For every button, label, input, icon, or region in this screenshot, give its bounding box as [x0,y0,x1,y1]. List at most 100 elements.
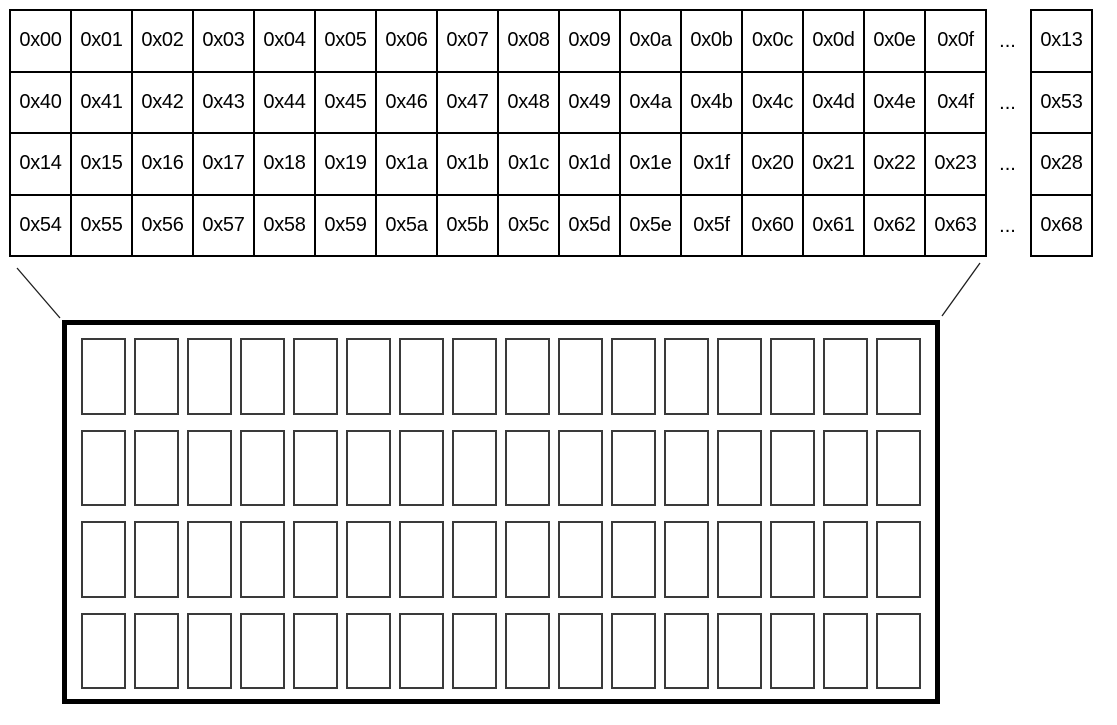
address-cell: 0x20 [743,134,804,196]
memory-slot [558,521,603,598]
address-cell: 0x08 [499,11,560,73]
memory-slot [240,521,285,598]
address-cell: 0x0f [926,11,985,73]
memory-slot [770,429,815,506]
memory-slot [452,338,497,415]
address-cell: 0x5b [438,195,499,255]
address-cell: 0x44 [255,72,316,134]
address-cell: 0x00 [11,11,72,73]
memory-slot [717,338,762,415]
address-cell: 0x5a [377,195,438,255]
memory-slot [346,521,391,598]
memory-slot [187,521,232,598]
address-cell: 0x0b [682,11,743,73]
memory-slot [452,429,497,506]
memory-slot [134,429,179,506]
address-cell: 0x5f [682,195,743,255]
memory-slot [876,429,921,506]
address-cell: 0x46 [377,72,438,134]
address-table-row: 0x14 0x15 0x16 0x17 0x18 0x19 0x1a 0x1b 0x1c 0x1d… [11,134,985,196]
address-cell: 0x0d [804,11,865,73]
memory-slot [876,612,921,689]
memory-slot [611,612,656,689]
ellipsis: ... [999,153,1016,176]
memory-slot [876,338,921,415]
ellipsis: ... [999,91,1016,114]
memory-slot [823,521,868,598]
address-cell: 0x04 [255,11,316,73]
address-cell: 0x23 [926,134,985,196]
memory-slot [823,612,868,689]
address-cell: 0x4d [804,72,865,134]
address-cell: 0x47 [438,72,499,134]
address-cell: 0x03 [194,11,255,73]
memory-slot [399,612,444,689]
ellipsis: ... [999,30,1016,53]
memory-slot [187,338,232,415]
memory-slot [240,429,285,506]
address-cell: 0x54 [11,195,72,255]
memory-slot [505,521,550,598]
address-cell: 0x19 [316,134,377,196]
memory-slot [664,429,709,506]
address-cell: 0x57 [194,195,255,255]
memory-slot [81,612,126,689]
memory-slot [770,338,815,415]
memory-slot [399,338,444,415]
address-cell: 0x59 [316,195,377,255]
address-cell: 0x43 [194,72,255,134]
memory-slot [611,338,656,415]
address-cell: 0x5d [560,195,621,255]
memory-slot [664,612,709,689]
ellipsis-column: ... ... ... ... [985,11,1030,257]
memory-slot [717,612,762,689]
memory-slot [134,612,179,689]
address-cell: 0x1f [682,134,743,196]
memory-slot [346,338,391,415]
address-table-row: 0x00 0x01 0x02 0x03 0x04 0x05 0x06 0x07 0x08 0x09… [11,11,985,73]
address-cell: 0x55 [72,195,133,255]
address-cell: 0x15 [72,134,133,196]
memory-slot [293,338,338,415]
memory-slot [823,338,868,415]
address-cell: 0x14 [11,134,72,196]
memory-slot [558,338,603,415]
memory-slot [770,612,815,689]
memory-slot [558,612,603,689]
memory-slot [664,521,709,598]
tail-address-cell: 0x53 [1032,73,1091,134]
address-table-row: 0x54 0x55 0x56 0x57 0x58 0x59 0x5a 0x5b 0x5c 0x5d… [11,195,985,255]
tail-address-column: 0x13 0x53 0x28 0x68 [1030,9,1093,257]
address-table-row: 0x40 0x41 0x42 0x43 0x44 0x45 0x46 0x47 0x48 0x49… [11,72,985,134]
memory-slot [240,338,285,415]
memory-slot [558,429,603,506]
address-cell: 0x56 [133,195,194,255]
address-cell: 0x21 [804,134,865,196]
address-cell: 0x41 [72,72,133,134]
memory-slot [187,612,232,689]
address-cell: 0x1e [621,134,682,196]
memory-slot [346,612,391,689]
address-cell: 0x58 [255,195,316,255]
ellipsis: ... [999,214,1016,237]
memory-slot [611,429,656,506]
address-cell: 0x0e [865,11,926,73]
left-connector-line [16,267,61,319]
memory-slot [134,521,179,598]
tail-address-cell: 0x28 [1032,134,1091,196]
address-table: 0x00 0x01 0x02 0x03 0x04 0x05 0x06 0x07 0x08 0x09… [9,9,987,257]
memory-slot [452,521,497,598]
address-cell: 0x63 [934,213,977,236]
memory-slot [770,521,815,598]
memory-slot [505,429,550,506]
right-connector-line [941,262,981,317]
tail-address-cell: 0x13 [1032,11,1091,73]
memory-slot [293,612,338,689]
memory-slot [293,521,338,598]
memory-slot [399,521,444,598]
address-cell: 0x4f [926,73,985,134]
address-cell: 0x4b [682,72,743,134]
memory-slot [505,338,550,415]
address-cell: 0x4a [621,72,682,134]
